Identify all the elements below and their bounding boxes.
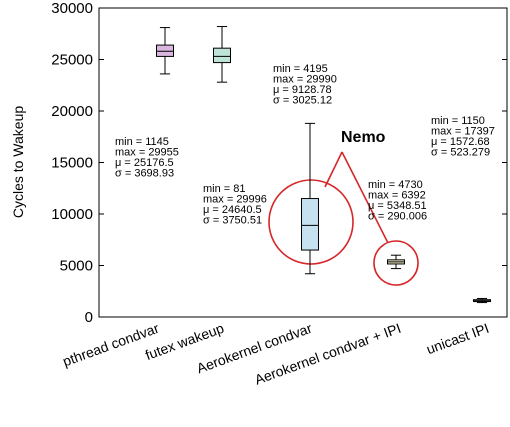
y-tick-label: 10000 [51,206,93,223]
stat-line: max = 29996 [203,194,267,206]
stat-line: max = 29955 [115,147,179,159]
y-tick-label: 20000 [51,103,93,120]
stat-line: σ = 3750.51 [203,215,262,227]
y-tick-label: 5000 [60,258,93,275]
stat-line: min = 81 [203,183,246,195]
boxes [156,26,491,304]
stat-line: μ = 24640.5 [203,204,262,216]
box-body [301,198,319,251]
stat-line: μ = 25176.5 [115,157,174,169]
box-body [213,47,231,64]
nemo-connector-line [324,151,343,188]
category-label: Aerokernel condvar + IPI [252,320,403,388]
nemo-connector-line [341,151,389,244]
box-2 [213,26,231,83]
stat-line: μ = 5348.51 [368,200,427,212]
stat-line: max = 17397 [431,126,495,138]
y-tick-label: 30000 [51,0,93,17]
y-tick-label: 25000 [51,52,93,69]
box-5 [473,297,491,304]
box-1 [156,27,174,75]
y-tick-label: 0 [85,309,93,326]
y-axis-title: Cycles to Wakeup [10,106,26,219]
callouts [268,151,419,286]
stat-line: σ = 3698.93 [115,168,174,180]
box-3 [301,122,319,275]
stat-line: min = 1150 [431,115,485,127]
stat-line: min = 4195 [273,63,328,75]
category-label: unicast IPI [424,320,491,357]
y-tick-label: 15000 [51,155,93,172]
nemo-callout-circle-small [373,240,419,286]
nemo-callout-label: Nemo [341,129,386,146]
stat-line: σ = 523.279 [431,147,490,159]
stat-line: μ = 1572.68 [431,136,490,148]
category-label: pthread condvar [60,320,161,370]
stat-line: min = 4730 [368,179,423,191]
stat-line: μ = 9128.78 [273,84,332,96]
stat-line: σ = 290.006 [368,211,427,223]
box-4 [387,254,405,270]
stat-line: max = 6392 [368,190,426,202]
y-axis-ticks: 0 5000 10000 15000 20000 25000 30000 [51,0,507,326]
nemo-callout-circle-large [268,179,354,265]
stat-line: σ = 3025.12 [273,95,332,107]
box-body [156,44,174,57]
stat-line: min = 1145 [115,136,169,148]
stat-line: max = 29990 [273,74,337,86]
